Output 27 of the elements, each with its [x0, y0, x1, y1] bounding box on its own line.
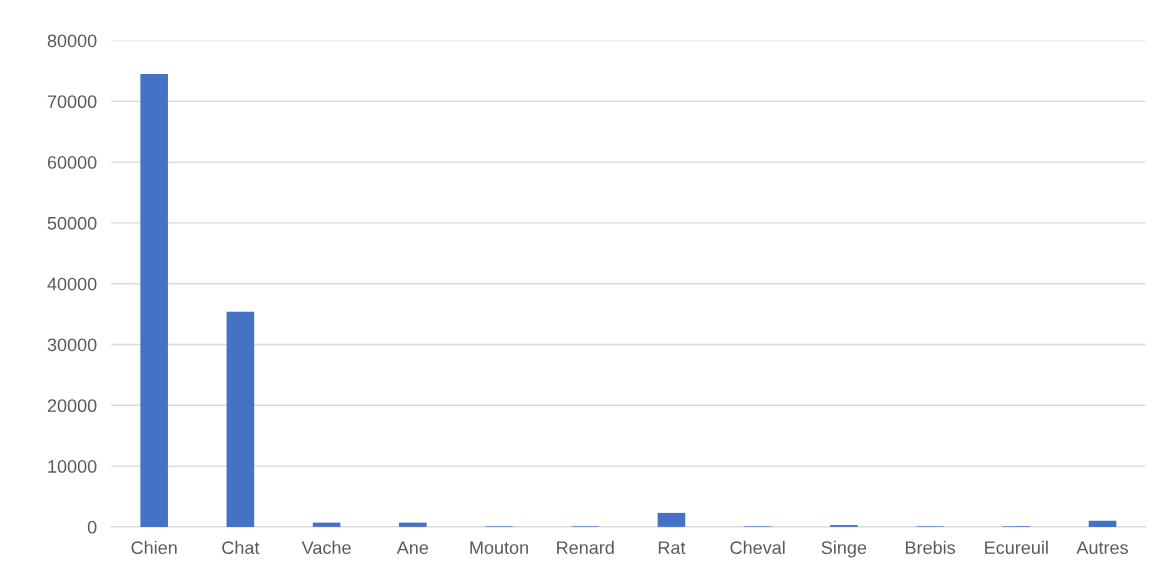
- x-tick-label: Chat: [222, 540, 260, 555]
- y-tick-label: 70000: [47, 95, 97, 109]
- y-tick-label: 20000: [47, 399, 97, 413]
- bar: [1088, 520, 1117, 527]
- y-tick-label: 10000: [48, 460, 97, 473]
- x-tick-label: Ane: [396, 541, 429, 555]
- y-tick-label: 40000: [47, 277, 97, 291]
- y-tick-label: 50000: [47, 216, 97, 230]
- x-tick-label: Vache: [301, 540, 351, 555]
- bar: [312, 522, 341, 527]
- x-tick-label: Brebis: [905, 540, 956, 555]
- y-tick-label: 60000: [47, 156, 97, 169]
- x-tick-label: Autres: [1076, 541, 1128, 555]
- x-tick-label: Renard: [557, 540, 614, 555]
- y-tick-label: 30000: [47, 338, 97, 352]
- x-tick-label: Ecureuil: [985, 540, 1048, 555]
- y-tick-label: 80000: [47, 34, 97, 48]
- x-tick-label: Singe: [821, 540, 867, 558]
- x-tick-label: Cheval: [730, 540, 785, 555]
- bar: [140, 73, 168, 527]
- x-tick-label: Rat: [658, 541, 686, 555]
- x-tick-label: Mouton: [470, 541, 528, 555]
- x-tick-label: Chien: [131, 540, 177, 555]
- y-tick-label: 0: [87, 520, 97, 534]
- bar: [657, 512, 686, 527]
- bar: [399, 522, 427, 527]
- bar: [226, 311, 255, 527]
